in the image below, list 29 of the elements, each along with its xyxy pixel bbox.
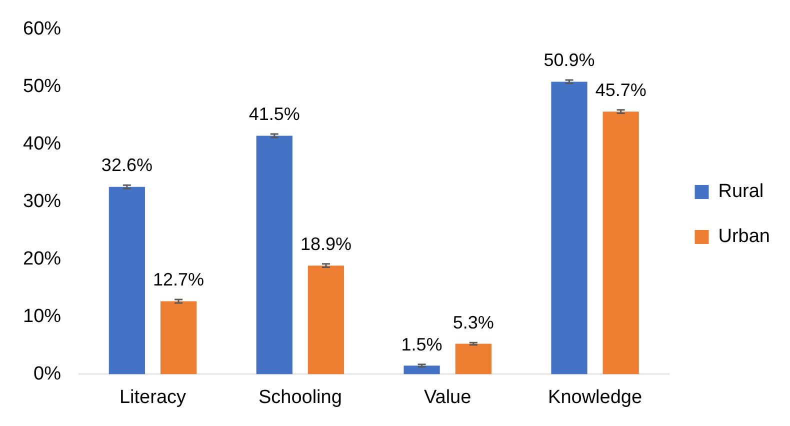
y-tick-label: 40% (22, 134, 62, 155)
data-label: 45.7% (595, 80, 646, 100)
bar (108, 186, 146, 374)
x-tick-label: Value (424, 386, 472, 408)
x-tick-label: Schooling (258, 386, 342, 408)
y-tick-label: 30% (22, 191, 62, 212)
data-label: 1.5% (401, 334, 442, 354)
bar (602, 112, 639, 374)
bar (551, 82, 588, 374)
data-label: 50.9% (544, 50, 595, 70)
y-tick-label: 20% (22, 248, 62, 270)
bar (160, 301, 197, 374)
data-label: 5.3% (452, 312, 494, 333)
data-label: 18.9% (300, 234, 352, 254)
y-tick-label: 0% (34, 363, 62, 384)
y-tick-label: 60% (22, 18, 62, 40)
bar (404, 366, 440, 374)
bar (256, 136, 292, 374)
data-label: 12.7% (153, 269, 204, 290)
x-tick-label: Literacy (119, 386, 187, 408)
y-tick-label: 10% (22, 306, 62, 327)
legend-label: Rural (718, 181, 764, 202)
data-label: 41.5% (248, 104, 300, 124)
bar (455, 344, 492, 374)
data-label: 32.6% (101, 155, 152, 176)
x-tick-label: Knowledge (548, 386, 642, 408)
legend-label: Urban (718, 226, 770, 248)
bar (308, 266, 344, 374)
y-tick-label: 50% (22, 76, 62, 98)
